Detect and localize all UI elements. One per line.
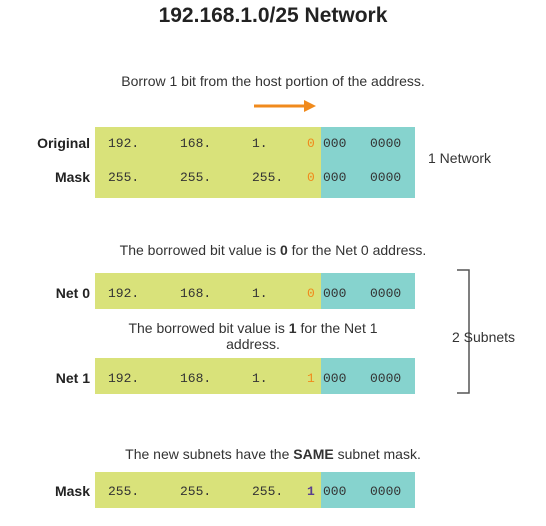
octet: 255. (180, 484, 212, 499)
one-network-label: 1 Network (428, 150, 492, 166)
octet: 1. (252, 371, 268, 386)
borrowed-bit: 1 (307, 484, 315, 499)
octet: 255. (108, 170, 140, 185)
octet: 168. (180, 286, 212, 301)
host-bits: 000 (323, 484, 347, 499)
row-label-original: Original (37, 135, 90, 151)
row-label-net0: Net 0 (55, 285, 90, 301)
host-bits: 0000 (370, 371, 402, 386)
net1-note: The borrowed bit value is 1 for the Net … (128, 320, 378, 352)
host-bits: 0000 (370, 286, 402, 301)
borrowed-bit: 0 (307, 170, 315, 185)
net0-note: The borrowed bit value is 0 for the Net … (119, 242, 427, 258)
host-bits: 000 (323, 371, 347, 386)
subnet-mask-bar (95, 472, 415, 508)
octet: 1. (252, 136, 268, 151)
borrow-note: Borrow 1 bit from the host portion of th… (121, 73, 425, 89)
octet: 192. (108, 286, 140, 301)
host-bits: 000 (323, 136, 347, 151)
row-label-net1: Net 1 (55, 370, 90, 386)
right-arrow-icon (254, 100, 316, 112)
row-label-mask: Mask (54, 169, 90, 185)
octet: 255. (252, 484, 284, 499)
same-mask-note: The new subnets have the SAME subnet mas… (125, 446, 421, 462)
host-bits: 0000 (370, 136, 402, 151)
net0-bar (95, 273, 415, 309)
two-subnets-label: 2 Subnets (452, 329, 516, 345)
diagram-title: 192.168.1.0/25 Network (158, 4, 388, 27)
host-bits: 0000 (370, 170, 402, 185)
octet: 255. (252, 170, 284, 185)
host-bits: 000 (323, 286, 347, 301)
host-bits: 000 (323, 170, 347, 185)
net1-bar (95, 358, 415, 394)
octet: 255. (108, 484, 140, 499)
row-label-mask: Mask (54, 483, 90, 499)
octet: 192. (108, 371, 140, 386)
octet: 192. (108, 136, 140, 151)
borrowed-bit: 0 (307, 286, 315, 301)
borrowed-bit: 1 (307, 371, 315, 386)
original-mask-bar (95, 127, 415, 198)
host-bits: 0000 (370, 484, 402, 499)
borrowed-bit: 0 (307, 136, 315, 151)
subnets-bracket (457, 269, 470, 394)
octet: 168. (180, 136, 212, 151)
octet: 255. (180, 170, 212, 185)
octet: 168. (180, 371, 212, 386)
octet: 1. (252, 286, 268, 301)
